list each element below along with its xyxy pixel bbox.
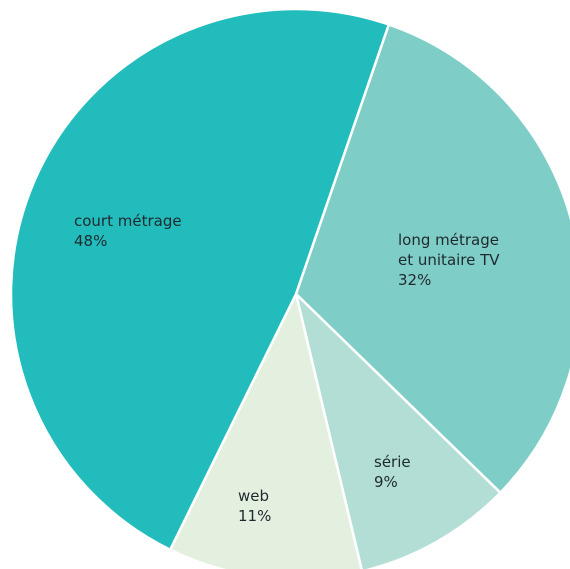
slice-category-label: et unitaire TV [398, 251, 500, 269]
pie-slice-3 [9, 7, 391, 551]
pie-slices [9, 7, 570, 569]
slice-value-label: 11% [238, 507, 271, 525]
slice-value-label: 9% [374, 473, 398, 491]
pie-slice-label-2: web 11% [238, 487, 271, 525]
pie-slice-label-1: série 9% [374, 453, 411, 491]
pie-slice-label-3: court métrage 48% [74, 212, 182, 250]
pie-slice-2 [168, 292, 363, 569]
pie-labels: long métrage et unitaire TV 32% série 9% web 1… [74, 212, 500, 525]
slice-value-label: 48% [74, 232, 107, 250]
slice-category-label: court métrage [74, 212, 182, 230]
slice-category-label: long métrage [398, 231, 499, 249]
slice-value-label: 32% [398, 271, 431, 289]
slice-category-label: série [374, 453, 411, 471]
slice-category-label: web [238, 487, 269, 505]
pie-slice-0 [294, 23, 570, 494]
pie-slice-label-0: long métrage et unitaire TV 32% [398, 231, 500, 289]
